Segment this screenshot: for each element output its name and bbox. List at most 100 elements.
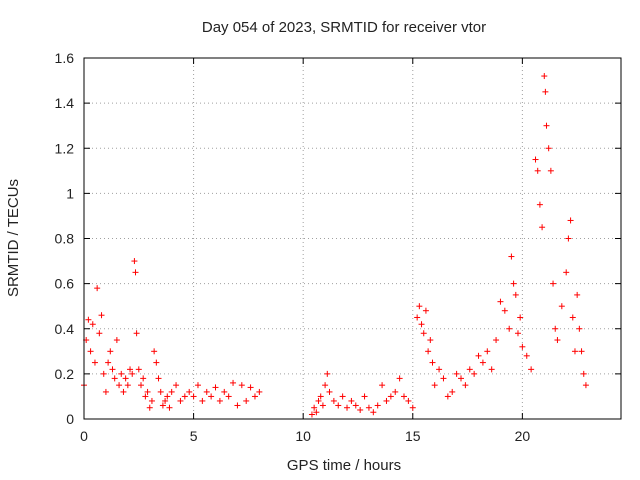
data-point <box>547 167 554 174</box>
data-point <box>157 388 164 395</box>
data-point <box>528 366 535 373</box>
y-tick-label: 0.4 <box>55 321 75 337</box>
data-point <box>542 88 549 95</box>
data-point <box>111 375 118 382</box>
data-point <box>177 397 184 404</box>
data-point <box>405 397 412 404</box>
data-point <box>444 393 451 400</box>
data-point <box>379 382 386 389</box>
data-point <box>532 156 539 163</box>
data-point <box>536 201 543 208</box>
x-tick-label: 5 <box>190 428 198 444</box>
data-point <box>153 359 160 366</box>
data-point <box>203 388 210 395</box>
data-point <box>543 122 550 129</box>
data-point <box>365 404 372 411</box>
y-tick-label: 0.2 <box>55 366 75 382</box>
data-point <box>113 337 120 344</box>
data-point <box>194 382 201 389</box>
data-point <box>166 404 173 411</box>
data-point <box>357 406 364 413</box>
data-point <box>234 402 241 409</box>
data-point <box>519 343 526 350</box>
data-point <box>554 337 561 344</box>
y-tick-label: 1.6 <box>55 50 75 66</box>
y-tick-label: 1.4 <box>55 95 75 111</box>
axis-ticks <box>83 57 621 420</box>
y-tick-label: 0 <box>66 411 74 427</box>
data-point <box>425 348 432 355</box>
data-point <box>159 402 166 409</box>
data-point <box>94 285 101 292</box>
data-point <box>308 411 315 418</box>
data-point <box>565 235 572 242</box>
data-point <box>85 316 92 323</box>
data-points <box>81 73 589 418</box>
chart-title: Day 054 of 2023, SRMTID for receiver vto… <box>202 19 486 36</box>
data-point <box>409 404 416 411</box>
data-point <box>109 366 116 373</box>
data-point <box>120 388 127 395</box>
data-point <box>512 291 519 298</box>
y-tick-label: 1 <box>66 185 74 201</box>
data-point <box>212 384 219 391</box>
data-point <box>322 382 329 389</box>
data-point <box>315 397 322 404</box>
data-point <box>436 366 443 373</box>
y-tick-labels: 0 0.2 0.4 0.6 0.8 1 1.2 1.4 1.6 <box>55 50 75 427</box>
data-point <box>514 330 521 337</box>
data-point <box>508 253 515 260</box>
x-tick-labels: 0 5 10 15 20 <box>80 428 530 444</box>
data-point <box>440 375 447 382</box>
data-point <box>392 388 399 395</box>
data-point <box>569 314 576 321</box>
data-point <box>488 366 495 373</box>
data-point <box>148 397 155 404</box>
data-point <box>552 325 559 332</box>
data-point <box>578 348 585 355</box>
data-point <box>420 330 427 337</box>
data-point <box>146 404 153 411</box>
data-point <box>580 370 587 377</box>
data-point <box>339 393 346 400</box>
data-point <box>311 404 318 411</box>
data-point <box>396 375 403 382</box>
data-point <box>173 382 180 389</box>
data-point <box>523 352 530 359</box>
data-point <box>479 359 486 366</box>
data-point <box>374 402 381 409</box>
data-point <box>545 145 552 152</box>
data-point <box>98 312 105 319</box>
data-point <box>256 388 263 395</box>
data-point <box>164 393 171 400</box>
data-point <box>251 393 258 400</box>
data-point <box>416 303 423 310</box>
x-tick-label: 10 <box>295 428 311 444</box>
data-point <box>208 393 215 400</box>
data-point <box>344 404 351 411</box>
data-point <box>243 397 250 404</box>
data-point <box>335 402 342 409</box>
data-point <box>216 397 223 404</box>
data-point <box>118 370 125 377</box>
data-point <box>471 370 478 377</box>
data-point <box>571 348 578 355</box>
x-axis-label: GPS time / hours <box>287 457 401 474</box>
data-point <box>457 375 464 382</box>
data-point <box>238 382 245 389</box>
data-point <box>162 397 169 404</box>
data-point <box>199 397 206 404</box>
grid <box>84 58 621 419</box>
data-point <box>105 359 112 366</box>
data-point <box>506 325 513 332</box>
data-point <box>370 409 377 416</box>
data-point <box>427 337 434 344</box>
data-point <box>324 370 331 377</box>
data-point <box>144 388 151 395</box>
data-point <box>168 388 175 395</box>
data-point <box>534 167 541 174</box>
data-point <box>137 382 144 389</box>
y-axis-label: SRMTID / TECUs <box>5 179 22 297</box>
data-point <box>582 382 589 389</box>
data-point <box>313 409 320 416</box>
